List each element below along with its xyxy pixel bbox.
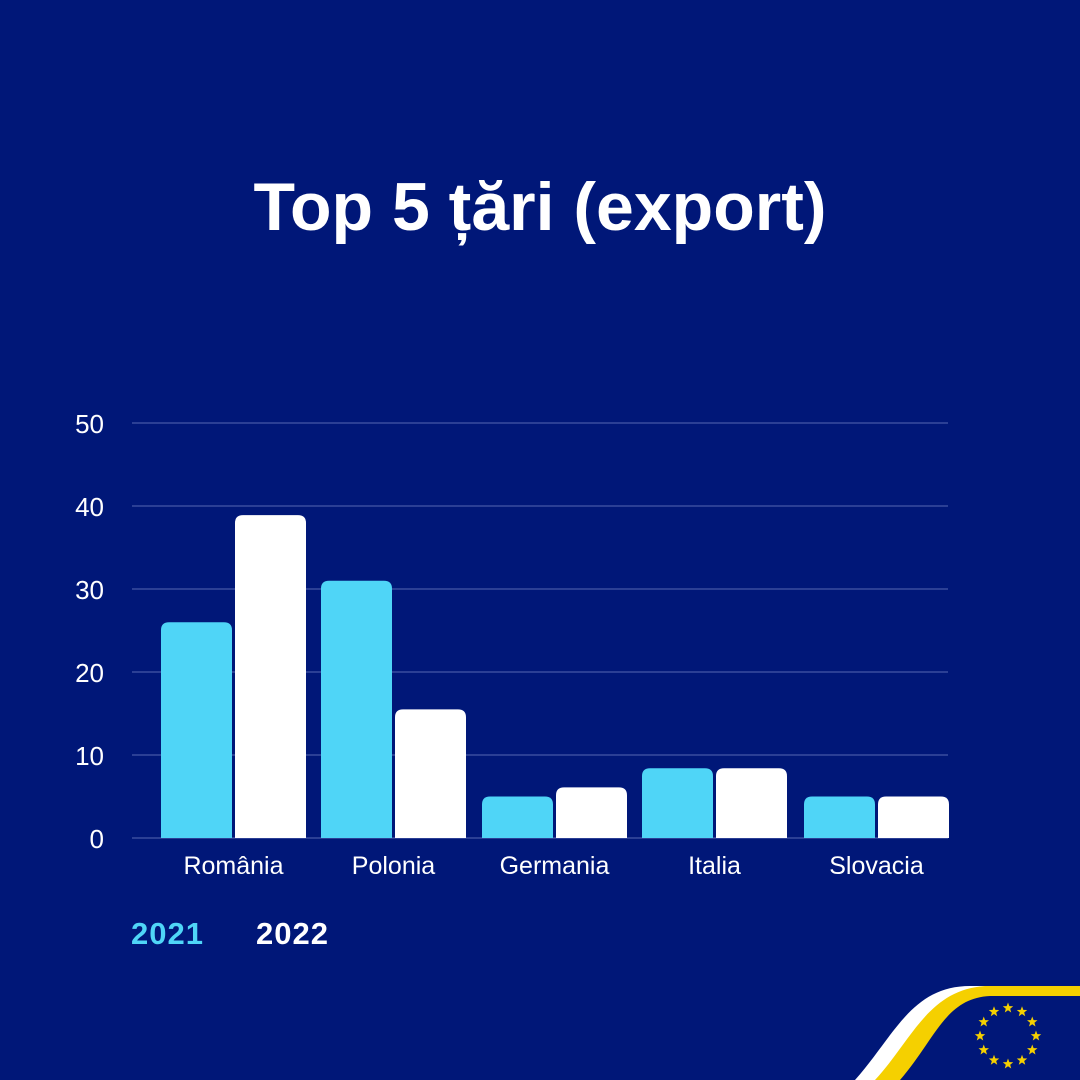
legend-item-2021: 2021 [131, 916, 204, 951]
bar-italia-2021 [642, 768, 713, 838]
y-tick-label: 40 [75, 492, 104, 522]
bar-germania-2022 [556, 787, 627, 838]
eu-star-icon [988, 1006, 1000, 1017]
chart-title: Top 5 țări (export) [253, 169, 827, 245]
x-tick-label: Polonia [352, 852, 435, 880]
legend-item-2022: 2022 [255, 916, 329, 951]
bar-românia-2022 [235, 515, 306, 838]
bar-slovacia-2022 [878, 796, 949, 838]
eu-star-icon [978, 1016, 989, 1027]
bar-polonia-2022 [395, 709, 466, 838]
eu-star-icon [1027, 1044, 1038, 1055]
x-tick-label: Slovacia [829, 852, 924, 880]
eu-star-icon [1002, 1058, 1014, 1069]
x-tick-label: Italia [688, 852, 741, 880]
y-tick-label: 50 [75, 409, 104, 439]
x-tick-label: Germania [500, 852, 610, 880]
eu-star-icon [978, 1044, 989, 1055]
bar-polonia-2021 [321, 580, 392, 838]
y-tick-label: 30 [75, 575, 104, 605]
bar-germania-2021 [482, 796, 553, 838]
eu-star-icon [1030, 1030, 1042, 1041]
bar-românia-2021 [161, 622, 232, 838]
bar-slovacia-2021 [804, 796, 875, 838]
y-tick-label: 10 [75, 741, 104, 771]
eu-star-icon [1016, 1006, 1028, 1017]
y-tick-label: 0 [90, 824, 104, 854]
y-tick-label: 20 [75, 658, 104, 688]
eu-star-icon [1002, 1002, 1014, 1013]
eu-star-icon [988, 1054, 1000, 1065]
legend: 2021 2022 [131, 916, 329, 952]
eu-star-icon [974, 1030, 986, 1041]
x-tick-label: România [183, 852, 283, 880]
eu-star-icon [1016, 1054, 1028, 1065]
eu-stars-icon [974, 1002, 1042, 1069]
bar-italia-2022 [716, 768, 787, 838]
blue-swoosh-fill [900, 996, 1080, 1080]
white-swoosh [855, 985, 985, 1080]
eu-star-icon [1027, 1016, 1038, 1027]
